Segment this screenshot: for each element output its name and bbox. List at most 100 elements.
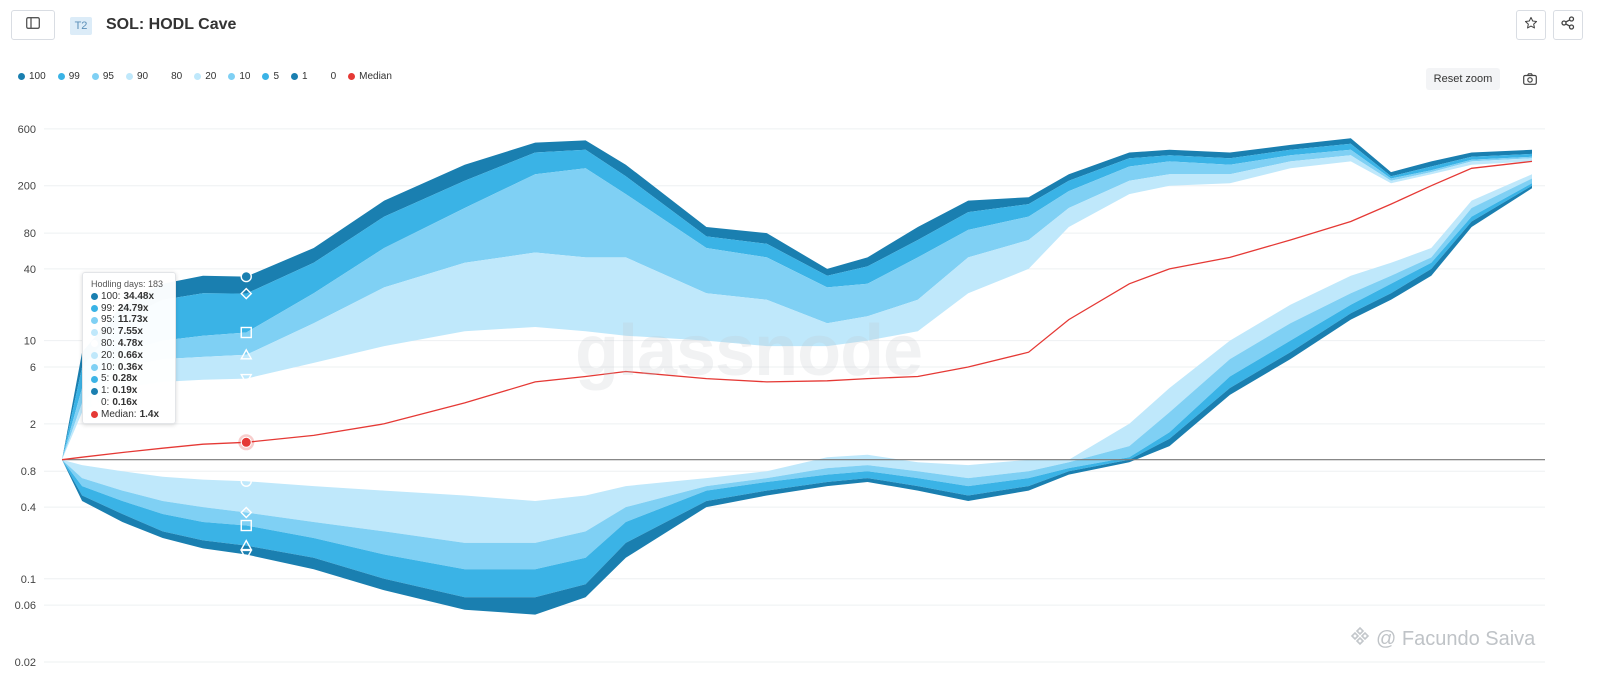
star-icon <box>1524 16 1538 35</box>
legend-dot <box>91 72 99 80</box>
tooltip-value: 0.16x <box>112 396 138 408</box>
y-tick-label: 0.02 <box>15 657 36 669</box>
hover-markers <box>238 270 255 561</box>
tooltip-value: 24.79x <box>117 302 149 314</box>
tooltip-value: 0.19x <box>112 385 138 397</box>
tooltip-row: 1: 0.19x <box>91 385 169 397</box>
band-100-99 <box>62 138 1532 460</box>
chart-legend: 100 99 95 90 80 20 10 5 1 0 Median <box>18 69 404 83</box>
legend-item-1[interactable]: 1 <box>291 71 308 82</box>
legend-dot <box>291 72 298 80</box>
attribution-text: @ Facundo Saiva <box>1376 627 1536 650</box>
legend-item-10[interactable]: 10 <box>228 71 250 82</box>
toggle-sidebar-button[interactable] <box>11 10 55 40</box>
legend-dot <box>194 72 202 80</box>
legend-item-80[interactable]: 80 <box>160 71 182 82</box>
hodl-cave-chart[interactable]: 600 200 80 40 10 6 2 0.8 0.4 0.1 0.06 0.02 <box>0 96 1603 680</box>
legend-dot <box>348 72 356 80</box>
legend-item-90[interactable]: 90 <box>125 70 149 82</box>
legend-dot <box>18 72 25 80</box>
tooltip-label: 100: <box>101 290 121 302</box>
marker-100 <box>240 270 252 283</box>
tooltip-value: 1.4x <box>139 408 160 420</box>
legend-label: 90 <box>136 70 149 82</box>
legend-item-0[interactable]: 0 <box>319 70 337 82</box>
legend-item-100[interactable]: 100 <box>18 71 46 82</box>
share-icon <box>1561 15 1575 35</box>
tooltip-label: 5: <box>101 373 110 385</box>
legend-label: 20 <box>205 70 217 82</box>
y-tick-label: 0.8 <box>21 466 36 478</box>
favorite-button[interactable] <box>1516 10 1546 40</box>
tooltip-row: Median: 1.4x <box>91 409 169 421</box>
y-axis: 600 200 80 40 10 6 2 0.8 0.4 0.1 0.06 0.02 <box>15 124 36 669</box>
legend-item-20[interactable]: 20 <box>194 71 216 82</box>
tooltip-label: Median: <box>101 408 137 420</box>
tooltip-row: 95: 11.73x <box>91 314 169 326</box>
y-tick-label: 0.4 <box>21 502 36 514</box>
marker-20 <box>240 475 252 487</box>
tooltip-dot <box>91 293 98 301</box>
marker-5 <box>240 519 252 532</box>
tooltip-row: 90: 7.55x <box>91 326 169 338</box>
y-tick-label: 80 <box>24 228 36 240</box>
tooltip-dot <box>91 340 98 348</box>
tooltip-row: 99: 24.79x <box>91 303 169 315</box>
marker-10 <box>240 506 253 519</box>
tooltip-header: Hodling days: 183 <box>91 279 164 289</box>
legend-label: 80 <box>171 70 183 82</box>
tooltip-row: 80: 4.78x <box>91 338 169 350</box>
percentile-bands <box>62 138 1545 615</box>
attribution: @ Facundo Saiva <box>1350 626 1535 652</box>
legend-label: 1 <box>302 70 308 82</box>
tooltip-dot <box>91 328 98 336</box>
tooltip-value: 4.78x <box>117 337 143 349</box>
legend-item-99[interactable]: 99 <box>57 70 80 82</box>
watermark: glassnode <box>575 311 923 391</box>
y-tick-label: 600 <box>18 124 36 136</box>
grid-lines <box>44 128 1545 663</box>
legend-label: 5 <box>273 70 279 82</box>
y-tick-label: 6 <box>30 362 36 374</box>
marker-95 <box>240 326 252 339</box>
marker-1 <box>240 539 253 551</box>
binance-logo-icon <box>1350 626 1370 652</box>
tooltip-dot <box>91 352 98 360</box>
legend-label: Median <box>359 70 392 82</box>
band-95-90 <box>62 149 1532 460</box>
legend-dot <box>57 72 65 80</box>
legend-label: 0 <box>330 70 337 82</box>
tooltip-row: 5: 0.28x <box>91 373 169 385</box>
camera-icon[interactable] <box>1521 71 1539 87</box>
y-tick-label: 40 <box>24 264 36 276</box>
legend-dot <box>262 72 270 80</box>
tooltip-value: 0.28x <box>112 373 138 385</box>
median-line <box>61 160 1533 461</box>
tooltip-row: 10: 0.36x <box>91 362 169 374</box>
tooltip-label: 99: <box>101 302 115 314</box>
legend-dot <box>160 72 168 80</box>
tooltip-label: 1: <box>101 385 110 397</box>
tooltip-dot <box>91 363 98 371</box>
band-90-80 <box>62 155 1532 460</box>
share-button[interactable] <box>1553 10 1583 40</box>
median-line-group <box>61 160 1533 461</box>
legend-label: 99 <box>68 70 80 82</box>
tooltip-row: 20: 0.66x <box>91 350 169 362</box>
tooltip-dot <box>91 411 98 419</box>
marker-99 <box>240 287 253 300</box>
median-marker <box>240 436 252 448</box>
y-tick-label: 0.06 <box>15 600 36 612</box>
reset-zoom-button[interactable]: Reset zoom <box>1426 68 1500 90</box>
legend-item-median[interactable]: Median <box>348 71 392 82</box>
tooltip-value: 34.48x <box>123 290 155 302</box>
legend-item-5[interactable]: 5 <box>262 71 279 82</box>
tooltip-dot <box>91 387 98 395</box>
tooltip-row: 100: 34.48x <box>91 291 169 303</box>
legend-label: 10 <box>239 70 251 82</box>
tooltip-label: 80: <box>101 337 115 349</box>
tooltip-value: 7.55x <box>117 326 143 338</box>
legend-item-95[interactable]: 95 <box>91 71 114 82</box>
legend-dot <box>228 72 236 80</box>
tooltip-label: 10: <box>101 361 115 373</box>
